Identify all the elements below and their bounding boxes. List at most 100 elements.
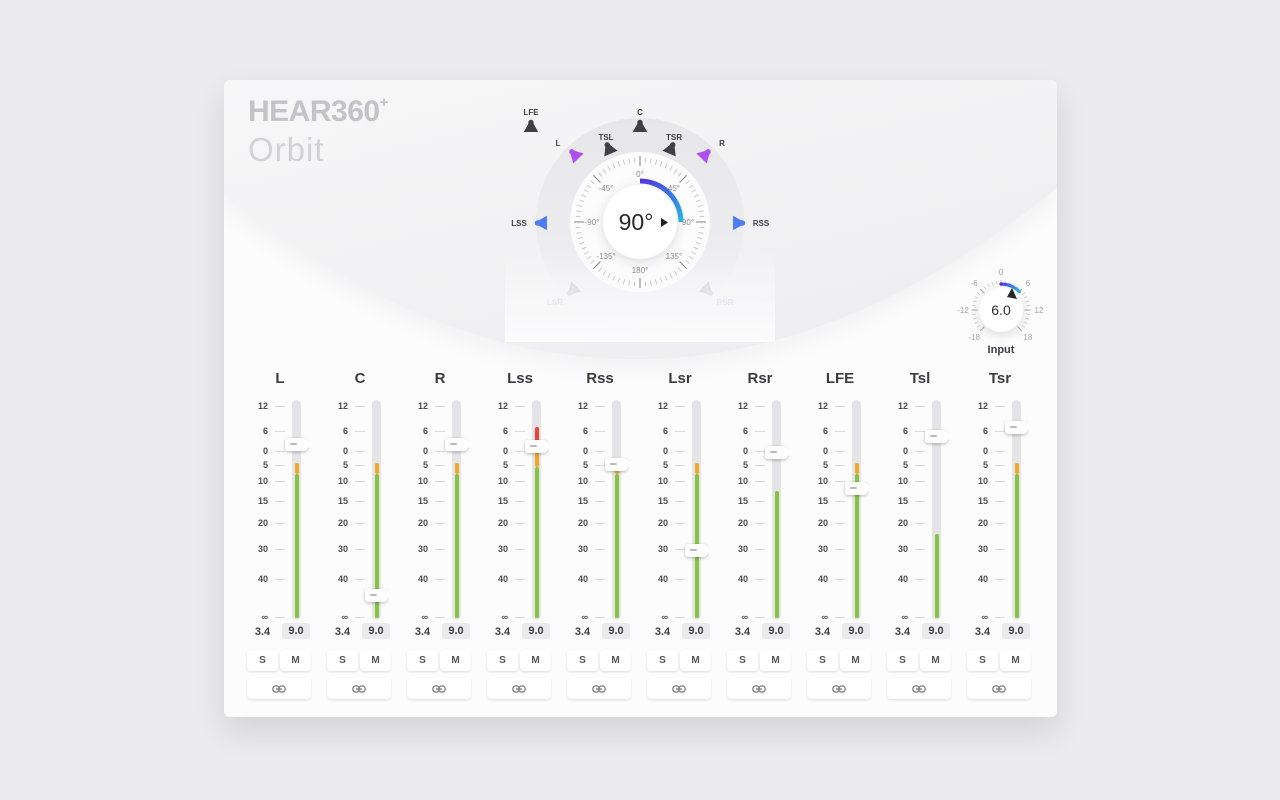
input-knob-tick [971, 304, 976, 307]
mute-button[interactable]: M [360, 650, 391, 671]
mute-button[interactable]: M [680, 650, 711, 671]
tsl-speaker-icon[interactable] [600, 140, 618, 157]
solo-button[interactable]: S [247, 650, 278, 671]
fader-scale-tick [675, 523, 685, 524]
link-button[interactable] [567, 678, 631, 699]
gain-value[interactable]: 9.0 [682, 623, 710, 639]
fader-handle[interactable] [365, 588, 387, 602]
input-knob-scale-label: 18 [1023, 333, 1032, 342]
fader-scale-label: ∞ [661, 612, 668, 622]
fader-handle-grip [930, 435, 937, 437]
pan-knob[interactable] [603, 185, 677, 259]
dial-degree-label: 135° [666, 252, 683, 261]
link-button[interactable] [407, 678, 471, 699]
fader-scale-label: 10 [977, 476, 988, 486]
fader-handle[interactable] [445, 437, 467, 451]
mute-button[interactable]: M [600, 650, 631, 671]
input-knob-cap[interactable] [979, 288, 1023, 332]
gain-value[interactable]: 9.0 [922, 623, 950, 639]
fader-scale-label: 0 [422, 446, 428, 456]
fader-scale-tick [835, 501, 845, 502]
lfe-speaker-label: LFE [523, 108, 539, 117]
gain-value[interactable]: 9.0 [1002, 623, 1030, 639]
peak-value: 3.4 [814, 626, 831, 638]
r-speaker-icon[interactable] [696, 145, 715, 164]
solo-button[interactable]: S [647, 650, 678, 671]
fader-scale-label: 6 [342, 426, 348, 436]
solo-button[interactable]: S [487, 650, 518, 671]
l-speaker-icon[interactable] [565, 145, 584, 164]
link-button[interactable] [807, 678, 871, 699]
input-knob[interactable]: 0 6 12 18 -18 -12 -6 6.0 Input [946, 255, 1056, 365]
gain-value[interactable]: 9.0 [842, 623, 870, 639]
solo-button[interactable]: S [727, 650, 758, 671]
mute-button[interactable]: M [520, 650, 551, 671]
link-button[interactable] [327, 678, 391, 699]
fader-scale-label: 20 [977, 518, 988, 528]
fader-handle[interactable] [605, 457, 627, 471]
dial-tick [698, 231, 704, 234]
peak-value: 3.4 [334, 626, 351, 638]
solo-button[interactable]: S [407, 650, 438, 671]
c-speaker-icon[interactable] [632, 119, 648, 132]
solo-button[interactable]: S [807, 650, 838, 671]
fader-scale-tick [915, 501, 925, 502]
fader-scale-tick [355, 406, 365, 407]
channel-strip-section: L 12 6 0 5 10 15 20 30 40 ∞ 3.4 9.0 S M C 12 6 0 5 10 15 20 30 4… [240, 370, 1040, 710]
rss-speaker-icon[interactable] [733, 215, 746, 231]
fader-handle[interactable] [925, 429, 947, 443]
fader-handle[interactable] [765, 445, 787, 459]
mute-button[interactable]: M [440, 650, 471, 671]
fader-handle[interactable] [525, 439, 547, 453]
gain-value[interactable]: 9.0 [762, 623, 790, 639]
solo-button[interactable]: S [967, 650, 998, 671]
dial-tick [607, 273, 611, 279]
gain-value[interactable]: 9.0 [442, 623, 470, 639]
fader-scale-tick [595, 406, 605, 407]
gain-value[interactable]: 9.0 [522, 623, 550, 639]
fader-Lss: 12 6 0 5 10 15 20 30 40 ∞ [480, 400, 560, 622]
fader-scale-label: 12 [977, 401, 988, 411]
pan-dial[interactable]: LFECTSLTSRLRLSSRSSLSRRSR 0°45°90°135°180… [505, 102, 775, 342]
fader-scale-tick [355, 523, 365, 524]
link-button[interactable] [487, 678, 551, 699]
fader-scale-label: 10 [577, 476, 588, 486]
mute-button[interactable]: M [760, 650, 791, 671]
gain-value[interactable]: 9.0 [602, 623, 630, 639]
level-meter-segment [374, 474, 379, 618]
input-knob-tick [979, 288, 985, 294]
mute-button[interactable]: M [1000, 650, 1031, 671]
lfe-speaker-icon[interactable] [523, 119, 539, 132]
mute-button[interactable]: M [920, 650, 951, 671]
fader-scale-label: 6 [822, 426, 828, 436]
channel-strip-Lss: Lss 12 6 0 5 10 15 20 30 40 ∞ 3.4 9.0 S M [480, 370, 560, 710]
pan-value: 90° [619, 209, 654, 235]
channel-label: R [434, 370, 446, 387]
lss-speaker-icon[interactable] [534, 215, 547, 231]
fader-handle[interactable] [285, 437, 307, 451]
fader-handle[interactable] [685, 543, 707, 557]
solo-button[interactable]: S [567, 650, 598, 671]
gain-value[interactable]: 9.0 [282, 623, 310, 639]
dial-tick [654, 279, 658, 285]
fader-scale-tick [675, 481, 685, 482]
solo-button[interactable]: S [327, 650, 358, 671]
fader-handle[interactable] [845, 481, 867, 495]
tsr-speaker-icon[interactable] [662, 140, 680, 157]
dial-tick [677, 172, 682, 177]
link-button[interactable] [967, 678, 1031, 699]
gain-value[interactable]: 9.0 [362, 623, 390, 639]
link-button[interactable] [647, 678, 711, 699]
link-button[interactable] [727, 678, 791, 699]
fader-scale-tick [915, 431, 925, 432]
fader-track[interactable] [932, 400, 941, 620]
fader-handle[interactable] [1005, 420, 1027, 434]
fader-scale-label: 30 [657, 544, 668, 554]
link-button[interactable] [247, 678, 311, 699]
dial-tick [581, 246, 587, 250]
fader-scale-label: ∞ [341, 612, 348, 622]
mute-button[interactable]: M [280, 650, 311, 671]
link-button[interactable] [887, 678, 951, 699]
mute-button[interactable]: M [840, 650, 871, 671]
solo-button[interactable]: S [887, 650, 918, 671]
